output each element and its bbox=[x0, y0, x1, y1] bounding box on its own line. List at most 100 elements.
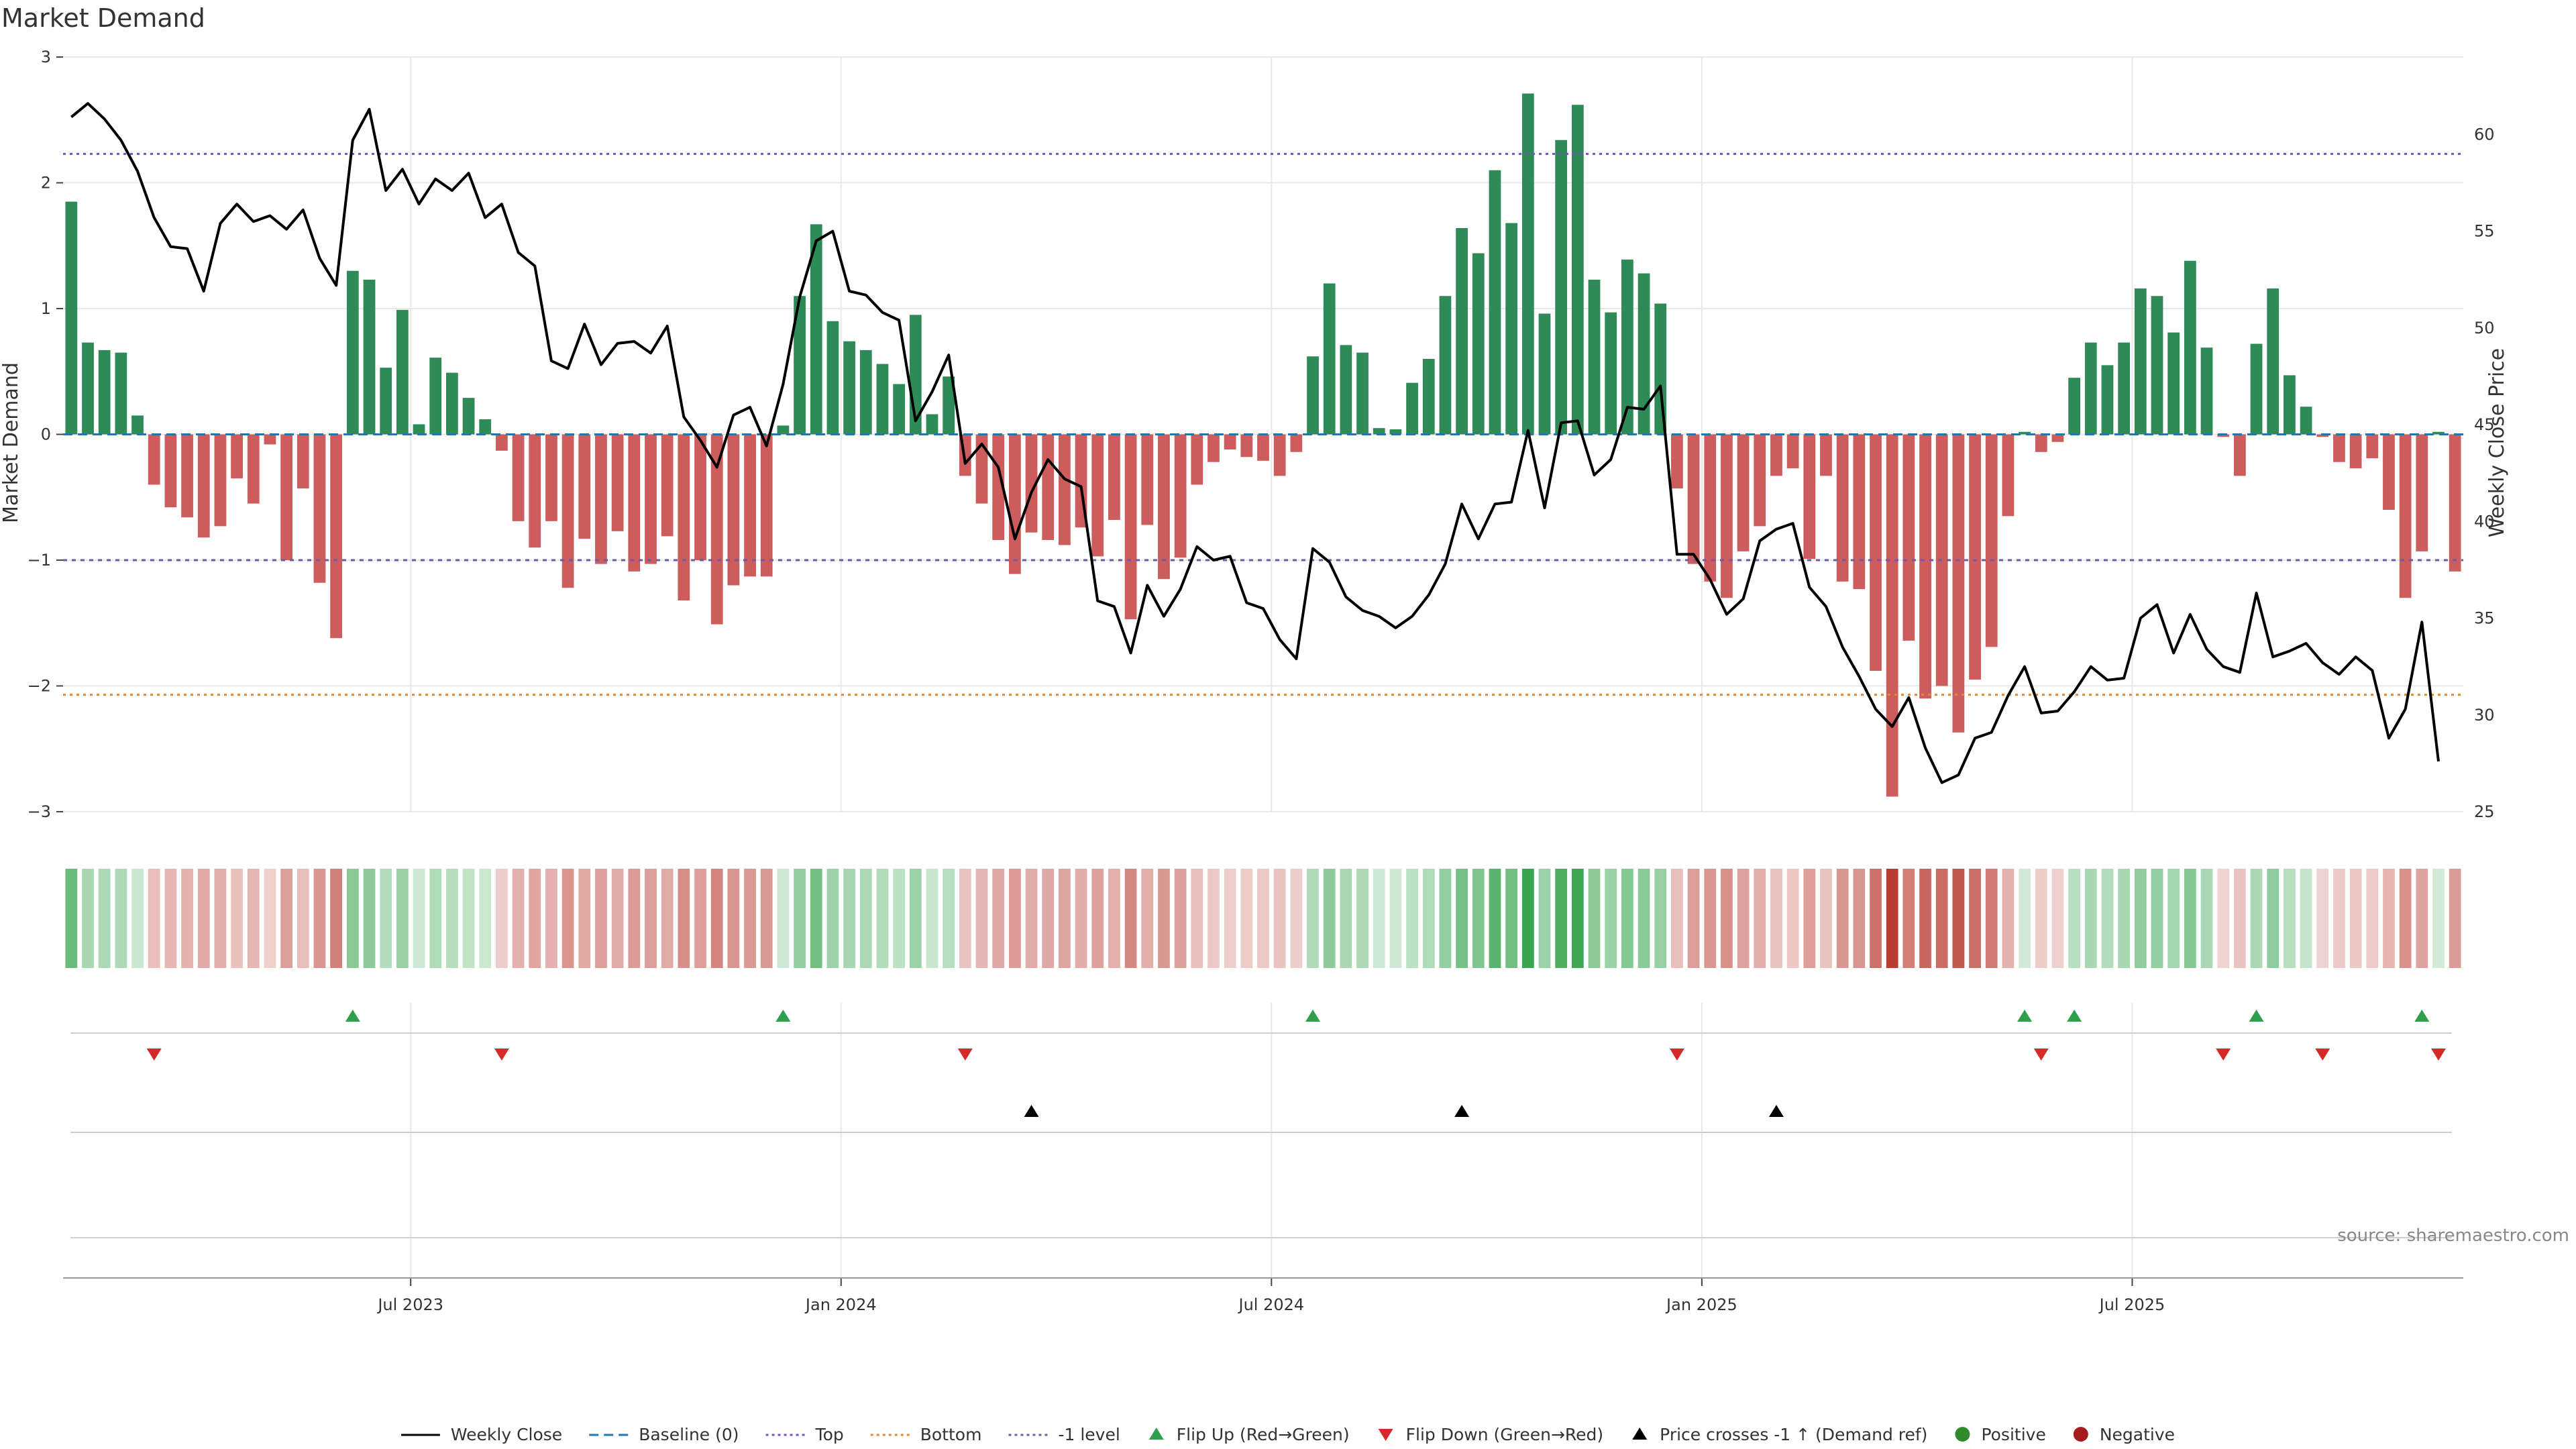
strip-cell bbox=[380, 869, 392, 968]
demand-bar bbox=[859, 350, 872, 435]
strip-cell bbox=[1472, 869, 1485, 968]
demand-bar bbox=[1969, 434, 1981, 680]
demand-bar bbox=[1257, 434, 1269, 461]
demand-bar bbox=[1803, 434, 1816, 559]
demand-bar bbox=[2399, 434, 2412, 598]
strip-cell bbox=[1042, 869, 1055, 968]
strip-cell bbox=[810, 869, 822, 968]
demand-bar bbox=[561, 434, 574, 588]
demand-bar bbox=[1985, 434, 1998, 647]
strip-cell bbox=[2068, 869, 2081, 968]
legend-label: Positive bbox=[1981, 1425, 2045, 1444]
demand-bar bbox=[297, 434, 309, 489]
demand-bar bbox=[1389, 429, 1402, 435]
x-tick-label: Jul 2023 bbox=[376, 1295, 443, 1314]
demand-bar bbox=[926, 414, 938, 435]
demand-bar bbox=[1571, 105, 1584, 435]
strip-cell bbox=[1208, 869, 1220, 968]
strip-cell bbox=[1836, 869, 1849, 968]
strip-cell bbox=[909, 869, 922, 968]
flip-up-marker bbox=[1305, 1010, 1321, 1022]
demand-bar bbox=[197, 434, 210, 538]
demand-bar bbox=[1422, 359, 1435, 435]
strip-cell bbox=[2084, 869, 2097, 968]
demand-bar bbox=[1406, 382, 1418, 435]
flip-up-marker bbox=[2067, 1010, 2082, 1022]
strip-cell bbox=[1091, 869, 1104, 968]
demand-bar bbox=[264, 434, 276, 445]
legend-label: Flip Down (Green→Red) bbox=[1406, 1425, 1604, 1444]
demand-bar bbox=[231, 434, 243, 479]
demand-bar bbox=[1654, 303, 1667, 435]
strip-cell bbox=[628, 869, 641, 968]
demand-bar bbox=[661, 434, 674, 537]
demand-bar bbox=[396, 309, 409, 435]
strip-cell bbox=[115, 869, 127, 968]
demand-bar bbox=[1588, 279, 1601, 435]
demand-bar bbox=[943, 376, 955, 435]
demand-bar bbox=[1521, 93, 1534, 435]
demand-bar bbox=[1671, 434, 1683, 489]
strip-cell bbox=[710, 869, 723, 968]
y2-tick-label: 35 bbox=[2474, 609, 2495, 628]
strip-cell bbox=[2349, 869, 2362, 968]
demand-bar bbox=[380, 368, 392, 435]
strip-cell bbox=[529, 869, 541, 968]
demand-bar bbox=[346, 270, 359, 435]
strip-cell bbox=[2383, 869, 2395, 968]
strip-cell bbox=[181, 869, 193, 968]
demand-bar bbox=[826, 321, 839, 435]
demand-bar bbox=[115, 352, 127, 435]
demand-bar bbox=[512, 434, 525, 521]
demand-bar bbox=[2250, 343, 2263, 435]
flip-up-marker bbox=[2249, 1010, 2264, 1022]
demand-bar bbox=[1786, 434, 1799, 469]
demand-bar bbox=[496, 434, 508, 451]
strip-cell bbox=[1257, 869, 1269, 968]
demand-bar bbox=[1273, 434, 1286, 476]
strip-cell bbox=[1191, 869, 1203, 968]
demand-bar bbox=[330, 434, 343, 639]
strip-cell bbox=[678, 869, 690, 968]
y-tick-label: −3 bbox=[28, 802, 51, 821]
strip-cell bbox=[578, 869, 591, 968]
strip-cell bbox=[1919, 869, 1931, 968]
strip-cell bbox=[1770, 869, 1782, 968]
demand-bar bbox=[645, 434, 657, 564]
legend-swatch-triangle-up bbox=[1148, 1428, 1164, 1440]
demand-bar bbox=[1538, 313, 1551, 435]
demand-bar bbox=[1025, 434, 1038, 533]
axes: −3 −2 −1 0 1 2 3 25 30 35 40 45 50 55 60 bbox=[28, 48, 2495, 821]
demand-bar bbox=[462, 398, 475, 435]
demand-bar bbox=[1124, 434, 1137, 620]
strip-cell bbox=[1273, 869, 1286, 968]
strip-cell bbox=[1754, 869, 1766, 968]
strip-cell bbox=[2233, 869, 2246, 968]
demand-bar bbox=[1505, 223, 1518, 435]
y-tick-label: 1 bbox=[41, 299, 51, 318]
demand-bar bbox=[1555, 140, 1568, 435]
legend-label: Negative bbox=[2100, 1425, 2175, 1444]
strip-cell bbox=[164, 869, 177, 968]
demand-bar bbox=[2300, 407, 2312, 435]
strip-cell bbox=[2284, 869, 2296, 968]
demand-bar bbox=[1290, 434, 1303, 452]
demand-bar bbox=[1158, 434, 1170, 580]
strip-cell bbox=[1721, 869, 1733, 968]
demand-bar bbox=[1886, 434, 1898, 797]
y2-tick-label: 50 bbox=[2474, 319, 2495, 337]
strip-cell bbox=[926, 869, 938, 968]
legend-item: Top bbox=[765, 1425, 844, 1444]
strip-cell bbox=[1158, 869, 1170, 968]
demand-bar bbox=[1059, 434, 1071, 545]
strip-cell bbox=[1307, 869, 1319, 968]
flip-down-marker bbox=[494, 1049, 509, 1061]
demand-bar bbox=[1472, 253, 1485, 435]
demand-bar bbox=[1224, 434, 1236, 449]
y-tick-label: 0 bbox=[41, 425, 51, 444]
strip-cell bbox=[2019, 869, 2031, 968]
demand-bar bbox=[810, 224, 822, 435]
demand-bar bbox=[760, 434, 773, 577]
demand-bar bbox=[1952, 434, 1965, 733]
strip-cell bbox=[1025, 869, 1038, 968]
